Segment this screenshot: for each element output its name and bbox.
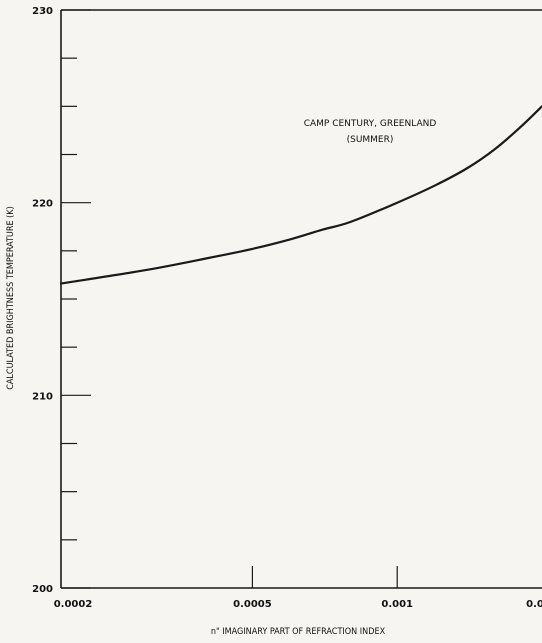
annotation-location: CAMP CENTURY, GREENLAND bbox=[304, 119, 437, 129]
y-tick-label: 210 bbox=[32, 391, 53, 402]
y-tick-label: 220 bbox=[32, 199, 53, 210]
x-tick-label: 0.0002 bbox=[54, 599, 93, 610]
y-tick-label: 230 bbox=[32, 6, 53, 17]
tick-labels: 200 210 220 230 0.0002 0.0005 0.001 0.002 bbox=[32, 6, 542, 610]
series bbox=[59, 105, 542, 285]
x-axis-label: n" IMAGINARY PART OF REFRACTION INDEX bbox=[211, 627, 386, 637]
x-tick-label: 0.002 bbox=[526, 599, 542, 610]
x-tick-label: 0.0005 bbox=[233, 599, 272, 610]
axes bbox=[60, 9, 542, 589]
annotation-season: (SUMMER) bbox=[347, 135, 394, 145]
ticks bbox=[61, 9, 398, 589]
y-axis-label: CALCULATED BRIGHTNESS TEMPERATURE (K) bbox=[6, 206, 16, 390]
y-tick-label: 200 bbox=[32, 584, 53, 595]
x-tick-label: 0.001 bbox=[381, 599, 413, 610]
brightness-temperature-curve bbox=[59, 105, 542, 285]
